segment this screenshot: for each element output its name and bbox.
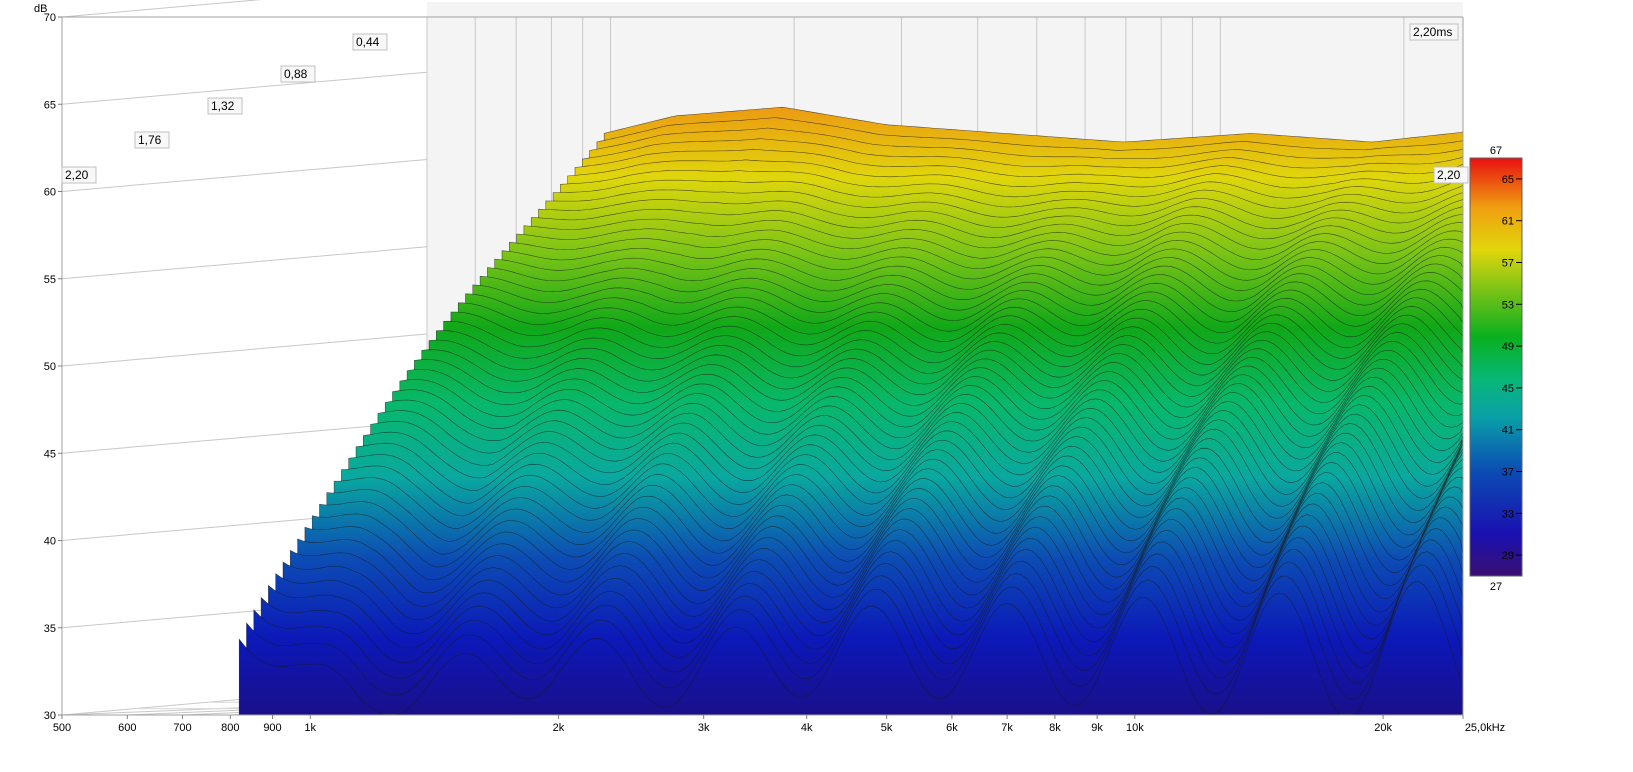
- colorbar-tick-label: 57: [1502, 258, 1514, 270]
- y-tick-label: 30: [44, 710, 56, 722]
- y-tick-label: 65: [44, 99, 56, 111]
- time-tick-label-text: 1,76: [138, 133, 162, 147]
- time-tick-label: 0,44: [352, 33, 388, 51]
- time-tick-label: 0,88: [280, 65, 316, 83]
- colorbar: 67 27 29 33 37 41 45 49 53 57 61 65: [1469, 145, 1523, 593]
- y-tick-label: 60: [44, 187, 56, 199]
- y-tick-label: 70: [44, 12, 56, 24]
- y-tick-label: 40: [44, 536, 56, 548]
- x-tick-label: 800: [221, 722, 239, 734]
- colorbar-tick-label: 29: [1502, 550, 1514, 562]
- x-tick-label: 3k: [698, 722, 710, 734]
- time-max-label-box: [1409, 23, 1459, 41]
- x-tick-label: 2k: [553, 722, 565, 734]
- time-right-label-box: [1433, 166, 1469, 184]
- time-tick-label-box: [61, 166, 97, 184]
- time-tick-label-box: [207, 97, 243, 115]
- x-tick-label: 4k: [801, 722, 813, 734]
- axes: [58, 16, 1464, 719]
- waterfall-surface: [238, 106, 1464, 716]
- colorbar-tick-label: 61: [1502, 216, 1514, 228]
- left-wall-grid-line: [61, 420, 428, 454]
- colorbar-tick-label: 41: [1502, 425, 1514, 437]
- time-tick-label: 2,20: [61, 166, 97, 184]
- y-tick-label: 50: [44, 361, 56, 373]
- colorbar-min-label: 27: [1490, 581, 1502, 593]
- x-tick-label: 10k: [1126, 722, 1144, 734]
- x-tick-label: 20k: [1374, 722, 1392, 734]
- time-tick-label-box: [280, 65, 316, 83]
- time-max-label-text: 2,20ms: [1413, 25, 1452, 39]
- y-tick-label: 55: [44, 274, 56, 286]
- y-unit-label: dB: [34, 3, 47, 15]
- left-wall-grid-line: [61, 71, 428, 105]
- time-tick-label-text: 0,44: [356, 35, 380, 49]
- time-tick-label-text: 0,88: [284, 67, 308, 81]
- colorbar-tick-label: 33: [1502, 508, 1514, 520]
- colorbar-bar: [1469, 157, 1523, 577]
- time-tick-label: 1,32: [207, 97, 243, 115]
- time-right-label: 2,20: [1433, 166, 1469, 184]
- x-tick-label: 5k: [881, 722, 893, 734]
- time-tick-label-text: 2,20: [65, 168, 89, 182]
- time-tick-label-box: [352, 33, 388, 51]
- time-tick-label: 1,76: [134, 131, 170, 149]
- colorbar-tick-label: 53: [1502, 299, 1514, 311]
- time-max-label: 2,20ms: [1409, 23, 1459, 41]
- x-tick-label: 9k: [1091, 722, 1103, 734]
- colorbar-tick-label: 45: [1502, 383, 1514, 395]
- left-wall-grid-line: [61, 159, 428, 192]
- colorbar-max-label: 67: [1490, 145, 1502, 157]
- y-tick-label: 45: [44, 448, 56, 460]
- x-tick-label: 700: [173, 722, 191, 734]
- x-tick-label: 600: [118, 722, 136, 734]
- y-tick-label: 35: [44, 623, 56, 635]
- waterfall-slice: [238, 581, 1464, 716]
- left-wall-grid-line: [61, 0, 262, 18]
- x-tick-label: 25,0kHz: [1465, 722, 1505, 734]
- labels: dB 30 35 40 45 50 55 60 65 70 500 600 700 800 900 1k 2k 3…: [34, 3, 1505, 734]
- colorbar-tick-label: 65: [1502, 174, 1514, 186]
- time-tick-label-box: [134, 131, 170, 149]
- colorbar-tick-label: 49: [1502, 341, 1514, 353]
- colorbar-tick-label: 37: [1502, 467, 1514, 479]
- left-wall-grid-line: [61, 246, 428, 280]
- x-tick-label: 8k: [1049, 722, 1061, 734]
- time-right-label-text: 2,20: [1437, 168, 1461, 182]
- x-tick-label: 6k: [946, 722, 958, 734]
- x-tick-label: 7k: [1001, 722, 1013, 734]
- time-tick-label-text: 1,32: [211, 99, 235, 113]
- x-tick-label: 1k: [304, 722, 316, 734]
- left-wall-grid-line: [61, 333, 428, 367]
- x-tick-label: 500: [53, 722, 71, 734]
- x-tick-label: 900: [263, 722, 281, 734]
